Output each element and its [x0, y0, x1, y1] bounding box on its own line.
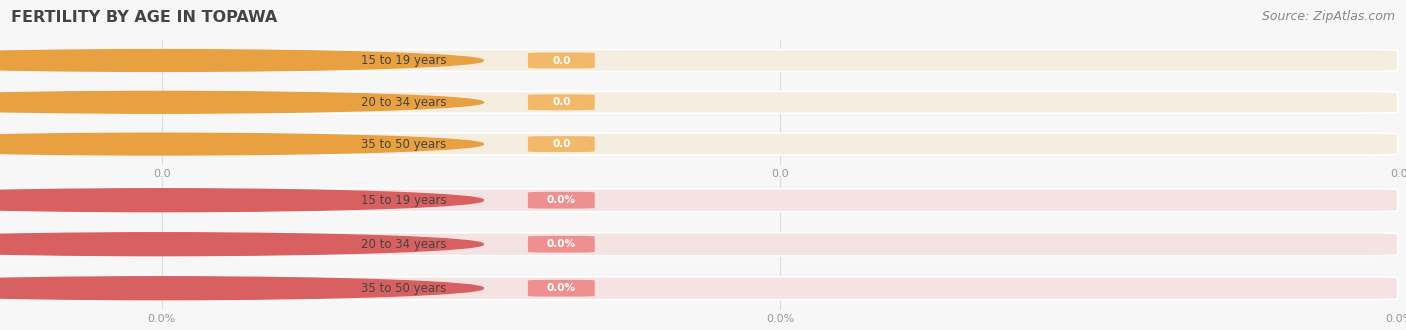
Text: Source: ZipAtlas.com: Source: ZipAtlas.com — [1261, 10, 1395, 23]
FancyBboxPatch shape — [527, 280, 595, 297]
FancyBboxPatch shape — [163, 91, 1398, 113]
Text: 15 to 19 years: 15 to 19 years — [361, 194, 447, 207]
Text: 35 to 50 years: 35 to 50 years — [361, 138, 446, 150]
Circle shape — [0, 233, 484, 256]
Text: FERTILITY BY AGE IN TOPAWA: FERTILITY BY AGE IN TOPAWA — [11, 10, 277, 25]
Circle shape — [0, 133, 484, 155]
FancyBboxPatch shape — [163, 233, 1398, 256]
FancyBboxPatch shape — [527, 52, 595, 68]
FancyBboxPatch shape — [163, 133, 1398, 155]
FancyBboxPatch shape — [163, 189, 1398, 212]
Text: 0.0%: 0.0% — [547, 195, 576, 205]
Text: 0.0: 0.0 — [553, 97, 571, 107]
Text: 0.0: 0.0 — [553, 55, 571, 65]
Text: 20 to 34 years: 20 to 34 years — [361, 238, 446, 251]
FancyBboxPatch shape — [527, 236, 595, 252]
FancyBboxPatch shape — [527, 136, 595, 152]
FancyBboxPatch shape — [527, 192, 595, 209]
Text: 0.0%: 0.0% — [547, 239, 576, 249]
Circle shape — [0, 91, 484, 113]
Text: 20 to 34 years: 20 to 34 years — [361, 96, 446, 109]
Text: 15 to 19 years: 15 to 19 years — [361, 54, 447, 67]
FancyBboxPatch shape — [527, 94, 595, 110]
Text: 0.0: 0.0 — [553, 139, 571, 149]
Circle shape — [0, 277, 484, 300]
FancyBboxPatch shape — [163, 50, 1398, 71]
FancyBboxPatch shape — [163, 277, 1398, 300]
Circle shape — [0, 50, 484, 71]
Circle shape — [0, 189, 484, 212]
Text: 35 to 50 years: 35 to 50 years — [361, 282, 446, 295]
Text: 0.0%: 0.0% — [547, 283, 576, 293]
